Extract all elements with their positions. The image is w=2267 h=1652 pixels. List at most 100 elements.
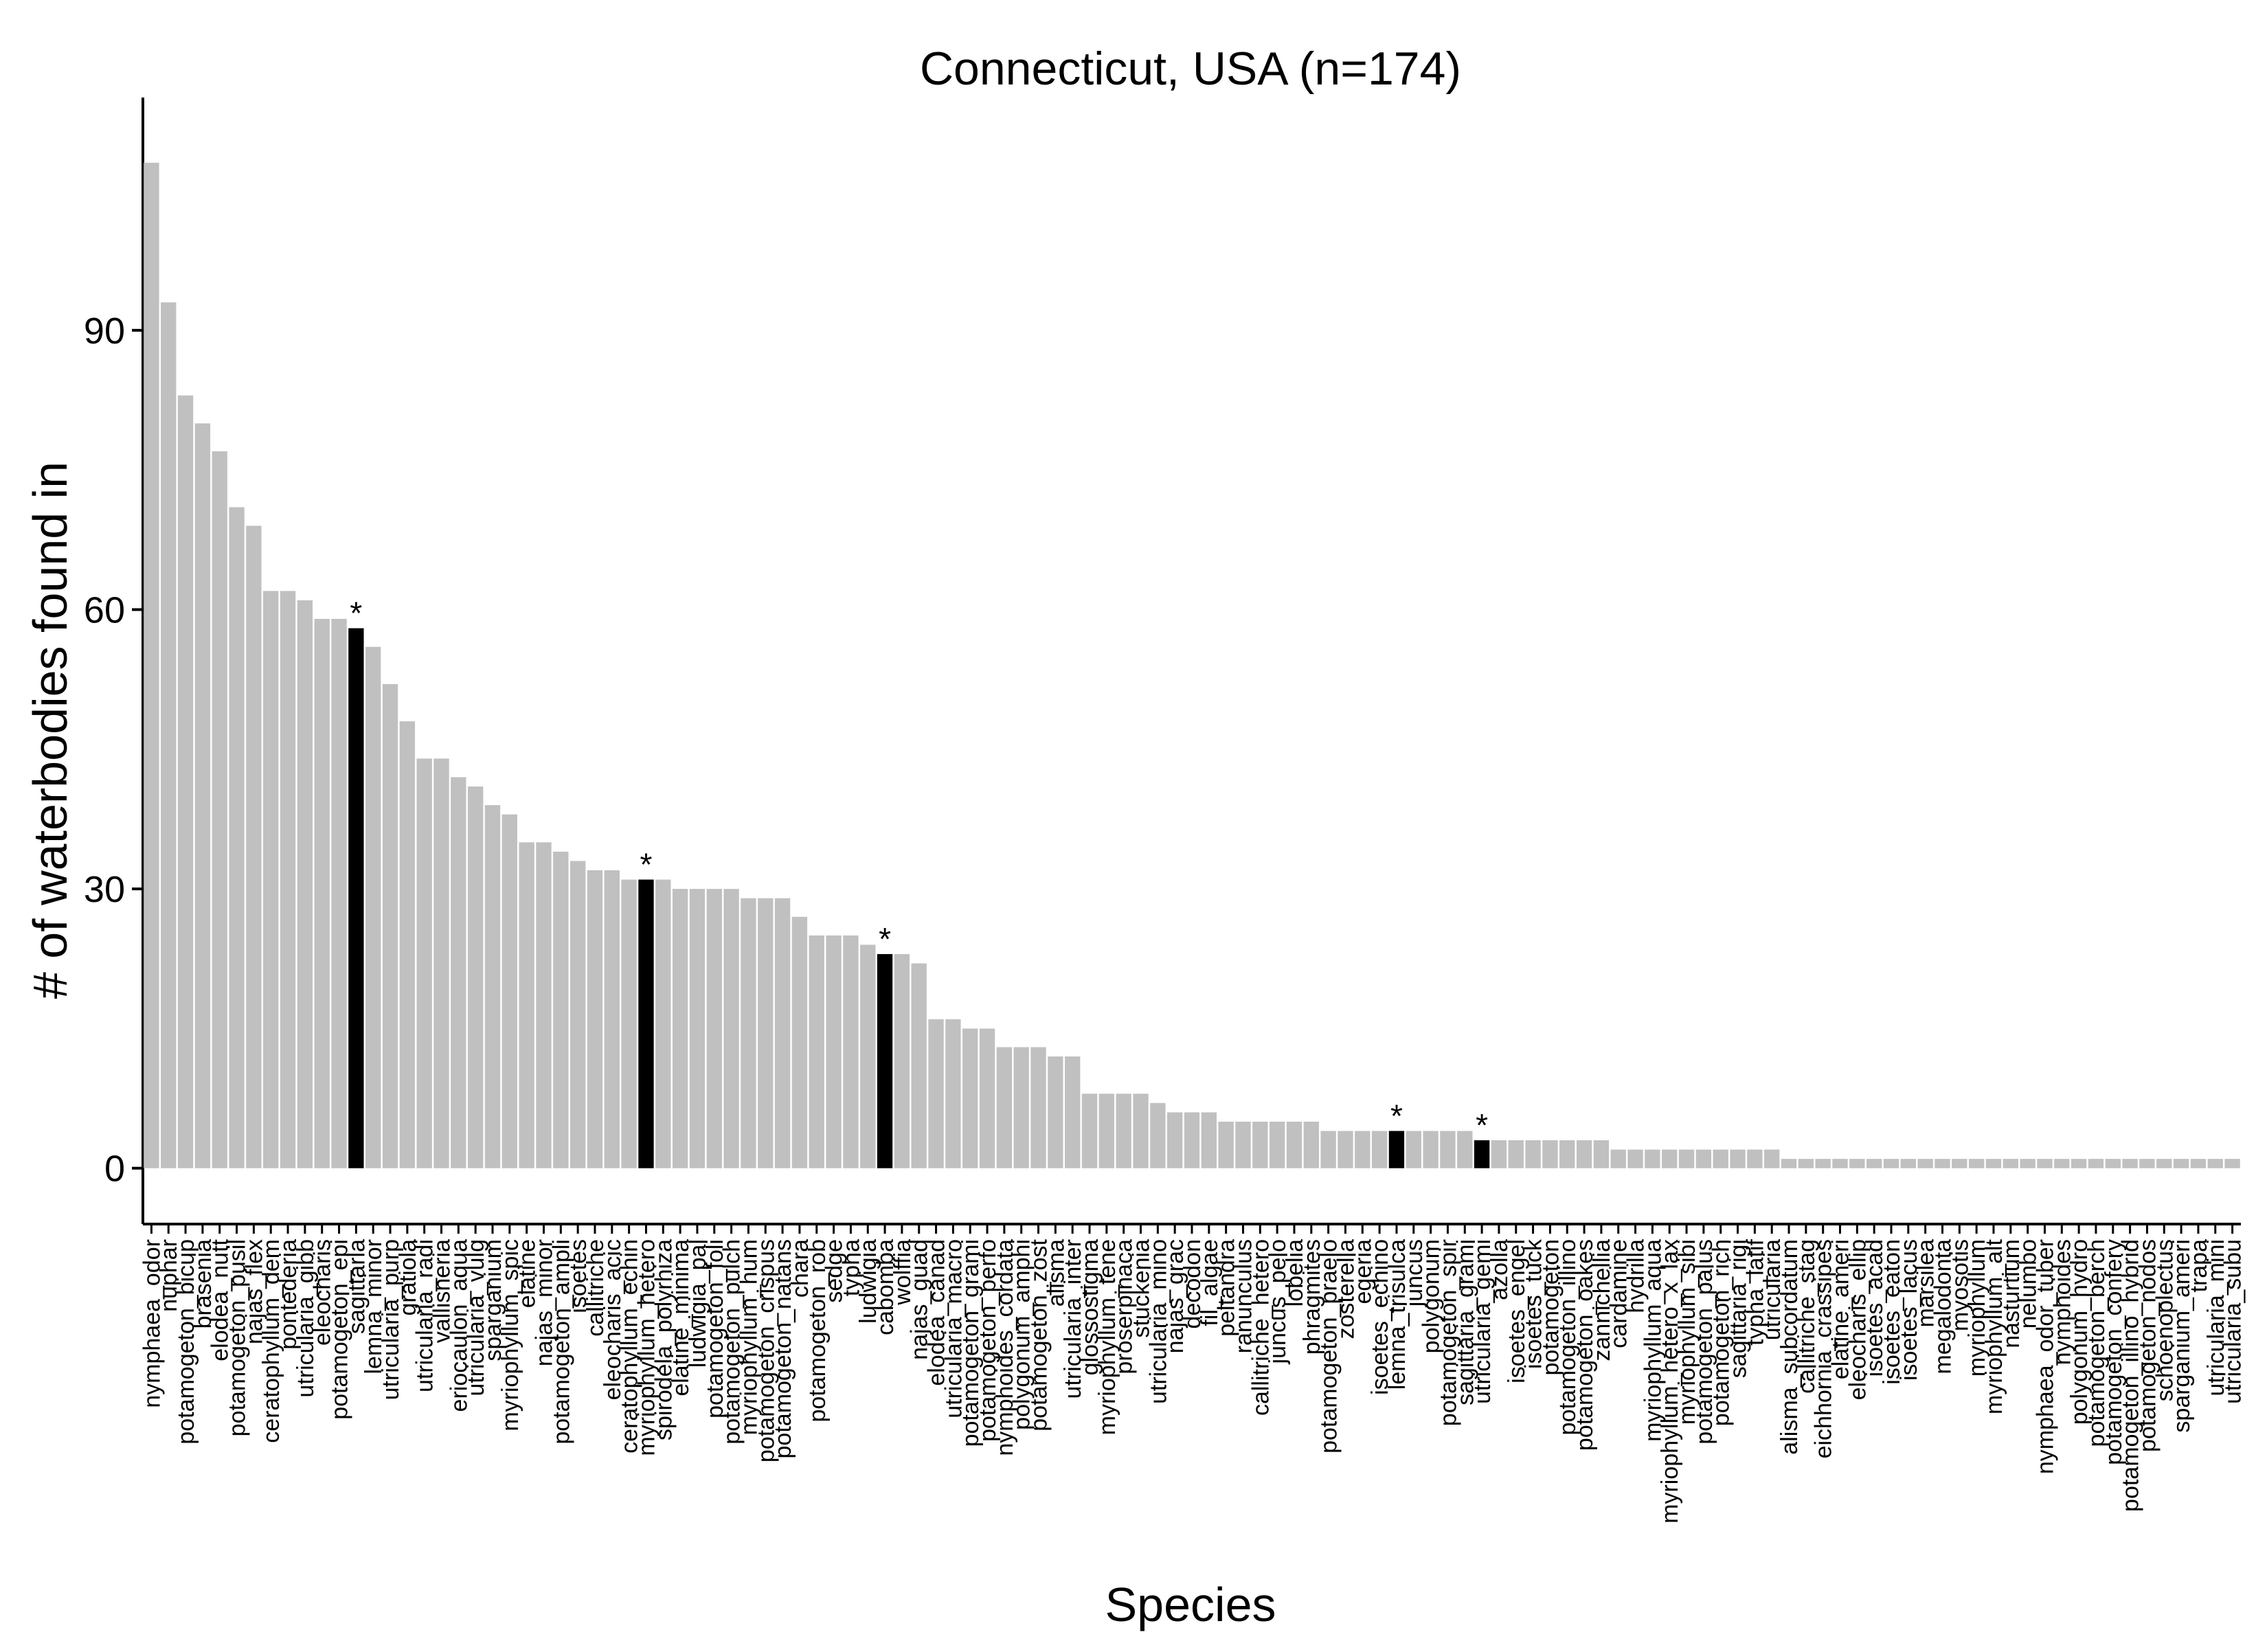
bars: [144, 162, 2240, 1168]
x-tick-label-lemna_trisulca: lemna_trisulca: [1384, 1239, 1410, 1390]
x-tick-label-myriophyllum_hetero_x_lax: myriophyllum_hetero_x_lax: [1657, 1239, 1683, 1524]
bar-callitriche_hetero: [1252, 1121, 1268, 1168]
bar-utricularia_mino: [1150, 1102, 1166, 1168]
bar-isoetes_echino: [1371, 1131, 1388, 1168]
x-tick-label-gratiola: gratiola: [395, 1239, 421, 1316]
bar-nymphaea_odor_tuber: [2037, 1159, 2053, 1168]
bar-brasenia: [194, 423, 211, 1168]
x-tick-label-polygonum_hydro: polygonum_hydro: [2066, 1239, 2093, 1425]
x-tick-label-eriocaulon_aqua: eriocaulon_aqua: [446, 1239, 472, 1412]
x-tick-label-potamogeton_natans: potamogeton_natans: [770, 1239, 796, 1458]
x-tick-label-cardamine: cardamine: [1606, 1239, 1632, 1348]
x-tick-label-zannichellia: zannichellia: [1589, 1239, 1615, 1361]
x-tick-label-spirodela_polyrhiza: spirodela_polyrhiza: [651, 1239, 677, 1440]
bar-typha: [843, 935, 859, 1168]
bar-eleocharis: [314, 619, 330, 1168]
x-tick-label-potamogeton_oakes: potamogeton_oakes: [1572, 1239, 1598, 1451]
x-tick-label-myosotis: myosotis: [1947, 1239, 1973, 1331]
bar-polygonum_hydro: [2071, 1159, 2087, 1168]
bar-gratiola: [399, 721, 416, 1168]
bar-potamogeton_natans: [774, 898, 791, 1168]
x-tick-label-potamogeton_illino: potamogeton_illino: [1555, 1239, 1581, 1435]
x-tick-label-callitriche_hetero: callitriche_hetero: [1248, 1239, 1274, 1416]
bar-pontederia: [280, 591, 296, 1168]
x-tick-label-potamogeton_spir: potamogeton_spir: [1435, 1239, 1461, 1426]
x-tick-label-fil_algae: fil_algae: [1197, 1239, 1223, 1326]
bar-eleocharis_acic: [604, 870, 620, 1168]
y-tick-label: 30: [84, 869, 125, 910]
x-axis-title: Species: [1105, 1578, 1276, 1631]
x-tick-label-wolffia: wolffia: [890, 1239, 916, 1306]
bar-phragmites: [1303, 1121, 1319, 1168]
highlight-marker-lemna_trisulca: *: [1390, 1098, 1403, 1133]
bar-alisma: [1048, 1056, 1063, 1168]
x-tick-label-potamogeton_pulch: potamogeton_pulch: [719, 1239, 745, 1445]
bar-nasturtium: [2003, 1159, 2018, 1168]
bar-potamogeton_confery: [2105, 1159, 2121, 1168]
bar-elatine: [519, 842, 534, 1168]
bar-myriophyllum_hetero_x_lax: [1662, 1149, 1678, 1168]
bar-sparganium: [484, 805, 501, 1168]
x-tick-label-potamogeton_nodos: potamogeton_nodos: [2134, 1239, 2161, 1452]
x-tick-label-decodon: decodon: [1180, 1239, 1206, 1328]
x-tick-label-isoetes_acad: isoetes_acad: [1862, 1239, 1888, 1377]
x-tick-label-typha: typha: [838, 1239, 864, 1296]
bar-zannichellia: [1593, 1140, 1610, 1168]
bar-spirodela_polyrhiza: [655, 879, 671, 1168]
bar-polygonum: [1423, 1131, 1439, 1168]
bar-sagittaria_rigi: [1730, 1149, 1746, 1168]
bar-isoetes_eaton: [1883, 1159, 1899, 1168]
bar-potamogeton_perfo: [979, 1028, 995, 1168]
x-tick-label-potamogeton: potamogeton: [1537, 1239, 1564, 1376]
bar-utricularia: [1764, 1149, 1780, 1168]
x-tick-label-elatine: elatine: [515, 1239, 541, 1308]
x-tick-label-utricularia_subu: utricularia_subu: [2220, 1239, 2246, 1404]
x-tick-label-potamogeton_grami: potamogeton_grami: [958, 1239, 984, 1447]
bar-potamogeton_nodos: [2139, 1159, 2155, 1168]
bar-utricularia_mini: [2207, 1159, 2223, 1168]
x-tick-label-cabomba: cabomba: [872, 1239, 899, 1335]
x-tick-label-potamogeton_palus: potamogeton_palus: [1691, 1239, 1717, 1445]
bar-trapa: [2190, 1159, 2207, 1168]
x-tick-label-myriophyllum_spic: myriophyllum_spic: [497, 1239, 523, 1432]
bar-potamogeton_pusil: [229, 507, 245, 1168]
x-tick-label-najas_minor: najas_minor: [531, 1239, 557, 1366]
bar-potamogeton_berch: [2088, 1159, 2104, 1168]
x-tick-label-callitriche_stag: callitriche_stag: [1794, 1239, 1820, 1394]
bar-lobelia: [1286, 1121, 1302, 1168]
bar-elatine_minima: [672, 889, 688, 1168]
x-tick-label-megalodonta: megalodonta: [1930, 1239, 1956, 1374]
bar-najas_flex: [246, 525, 262, 1168]
x-tick-label-nymphoides_cordata: nymphoides_cordata: [992, 1239, 1018, 1456]
bar-najas_grac: [1166, 1112, 1183, 1168]
x-tick-label-egeria: egeria: [1350, 1239, 1376, 1304]
x-tick-label-myriophyllum: myriophyllum: [1964, 1239, 1990, 1377]
bar-myriophyllum: [1968, 1159, 1985, 1168]
bar-potamogeton_praelo: [1320, 1131, 1336, 1168]
bar-utricularia_macro: [945, 1019, 961, 1168]
x-tick-label-nymphoides: nymphoides: [2049, 1239, 2075, 1365]
x-tick-label-sagittaria_grami: sagittaria_grami: [1452, 1239, 1478, 1405]
bar-potamogeton_palus: [1695, 1149, 1712, 1168]
bar-elodea_canad: [928, 1019, 944, 1168]
x-tick-label-utricularia_radi: utricularia_radi: [412, 1239, 438, 1392]
bar-chara: [791, 916, 808, 1168]
x-tick-label-ranunculus: ranunculus: [1230, 1239, 1256, 1353]
bar-eriocaulon_aqua: [451, 777, 466, 1168]
bar-isoetes_acad: [1866, 1159, 1882, 1168]
x-tick-label-alisma: alisma: [1043, 1239, 1069, 1306]
bar-ranunculus: [1235, 1121, 1251, 1168]
x-tick-label-myriophyllum_hetero: myriophyllum_hetero: [633, 1239, 659, 1456]
x-tick-label-myriophyllum_aqua: myriophyllum_aqua: [1640, 1239, 1666, 1442]
x-tick-label-potamogeton_rob: potamogeton_rob: [804, 1239, 831, 1423]
x-tick-label-juncus: juncus: [1401, 1239, 1428, 1307]
x-tick-label-potamogeton_illino_hybrid: potamogeton_illino_hybrid: [2118, 1239, 2144, 1512]
x-tick-label-utricularia_macro: utricularia_macro: [940, 1239, 967, 1418]
x-tick-label-potamogeton_zost: potamogeton_zost: [1026, 1238, 1052, 1431]
x-tick-label-myriophyllum_alt: myriophyllum_alt: [1981, 1238, 2007, 1414]
x-tick-label-eleocharis: eleocharis: [310, 1239, 336, 1346]
x-tick-label-isoetes: isoetes: [565, 1239, 591, 1313]
bar-potamogeton_bicup: [177, 395, 194, 1168]
x-tick-label-eleocharis_acic: eleocharis_acic: [600, 1239, 626, 1400]
x-tick-label-potamogeton_rich: potamogeton_rich: [1708, 1239, 1735, 1426]
